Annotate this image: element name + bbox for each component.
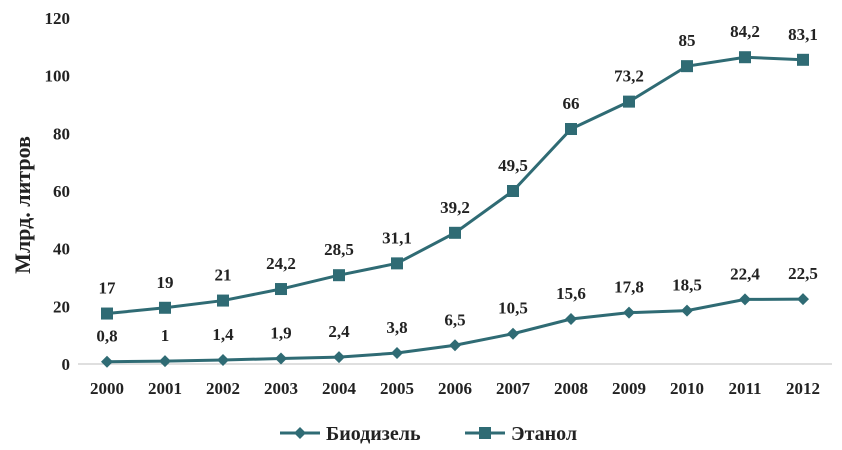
data-point — [565, 123, 577, 136]
data-point — [275, 283, 287, 296]
y-tick-label: 80 — [53, 124, 70, 143]
data-label: 17,8 — [614, 278, 644, 297]
legend-label: Биодизель — [326, 423, 421, 445]
legend-marker — [479, 427, 491, 439]
legend-item: Этанол — [465, 423, 577, 445]
data-point — [101, 307, 113, 320]
data-point — [681, 60, 693, 73]
legend-label: Этанол — [511, 423, 577, 445]
data-point — [797, 53, 809, 66]
data-label: 17 — [99, 279, 117, 298]
data-point — [565, 313, 577, 326]
data-point — [217, 294, 229, 307]
data-label: 31,1 — [382, 228, 412, 247]
axes: 0 20 40 60 80 100 120 2000 2001 2002 2003 2004 2005 2… — [45, 9, 832, 398]
data-label: 3,8 — [386, 318, 407, 337]
data-point — [159, 301, 171, 314]
y-tick-label: 120 — [45, 9, 71, 28]
x-tick-label: 2009 — [612, 379, 646, 398]
data-point — [391, 347, 403, 360]
data-point — [159, 355, 171, 368]
series-layer — [101, 51, 809, 368]
data-point — [507, 185, 519, 197]
legend-marker — [294, 427, 306, 439]
x-tick-label: 2005 — [380, 379, 414, 398]
data-point — [797, 293, 809, 306]
x-tick-label: 2001 — [148, 379, 182, 398]
data-point — [623, 306, 635, 319]
data-label: 73,2 — [614, 67, 644, 86]
data-label: 1,4 — [212, 325, 234, 344]
legend-item: Биодизель — [280, 423, 421, 445]
data-point — [681, 304, 693, 317]
data-label: 84,2 — [730, 22, 760, 41]
y-tick-label: 20 — [53, 297, 70, 316]
data-point — [449, 339, 461, 352]
legend: Биодизель Этанол — [280, 423, 577, 445]
y-tick-label: 60 — [53, 182, 70, 201]
y-tick-label: 40 — [53, 240, 70, 259]
data-point — [217, 353, 229, 366]
data-label: 18,5 — [672, 276, 702, 295]
x-tick-label: 2003 — [264, 379, 298, 398]
data-point — [449, 226, 461, 239]
data-point — [333, 269, 345, 282]
data-label: 15,6 — [556, 284, 586, 303]
y-axis-title: Млрд. литров — [10, 136, 35, 274]
data-label: 83,1 — [788, 25, 818, 44]
data-label: 49,5 — [498, 156, 528, 175]
data-point — [101, 355, 113, 368]
data-label: 24,2 — [266, 254, 296, 273]
data-label: 22,4 — [730, 264, 760, 283]
data-point — [275, 352, 287, 365]
x-tick-label: 2002 — [206, 379, 240, 398]
data-labels: 0,8 1 1,4 1,9 2,4 3,8 6,5 10,5 15,6 17,8 18,5 22,4 2… — [96, 22, 818, 345]
data-point — [507, 327, 519, 340]
data-label: 66 — [563, 94, 580, 113]
x-tick-label: 2000 — [90, 379, 124, 398]
data-label: 2,4 — [328, 322, 350, 341]
y-tick-label: 0 — [62, 355, 71, 374]
data-point — [333, 351, 345, 364]
data-point — [739, 293, 751, 306]
x-tick-label: 2008 — [554, 379, 588, 398]
data-label: 6,5 — [444, 310, 465, 329]
data-label: 85 — [679, 31, 696, 50]
data-label: 21 — [215, 266, 232, 285]
x-tick-label: 2010 — [670, 379, 704, 398]
data-point — [391, 257, 403, 270]
data-label: 1,9 — [270, 324, 291, 343]
data-label: 0,8 — [96, 327, 117, 346]
data-point — [739, 51, 751, 64]
data-label: 10,5 — [498, 299, 528, 318]
y-tick-label: 100 — [45, 67, 71, 86]
x-tick-label: 2012 — [786, 379, 820, 398]
data-label: 22,5 — [788, 264, 818, 283]
x-tick-label: 2004 — [322, 379, 357, 398]
x-tick-label: 2007 — [496, 379, 531, 398]
x-tick-label: 2006 — [438, 379, 472, 398]
data-point — [623, 95, 635, 108]
data-label: 19 — [157, 273, 174, 292]
data-label: 39,2 — [440, 198, 470, 217]
x-tick-label: 2011 — [728, 379, 761, 398]
data-label: 28,5 — [324, 240, 354, 259]
data-label: 1 — [161, 326, 170, 345]
